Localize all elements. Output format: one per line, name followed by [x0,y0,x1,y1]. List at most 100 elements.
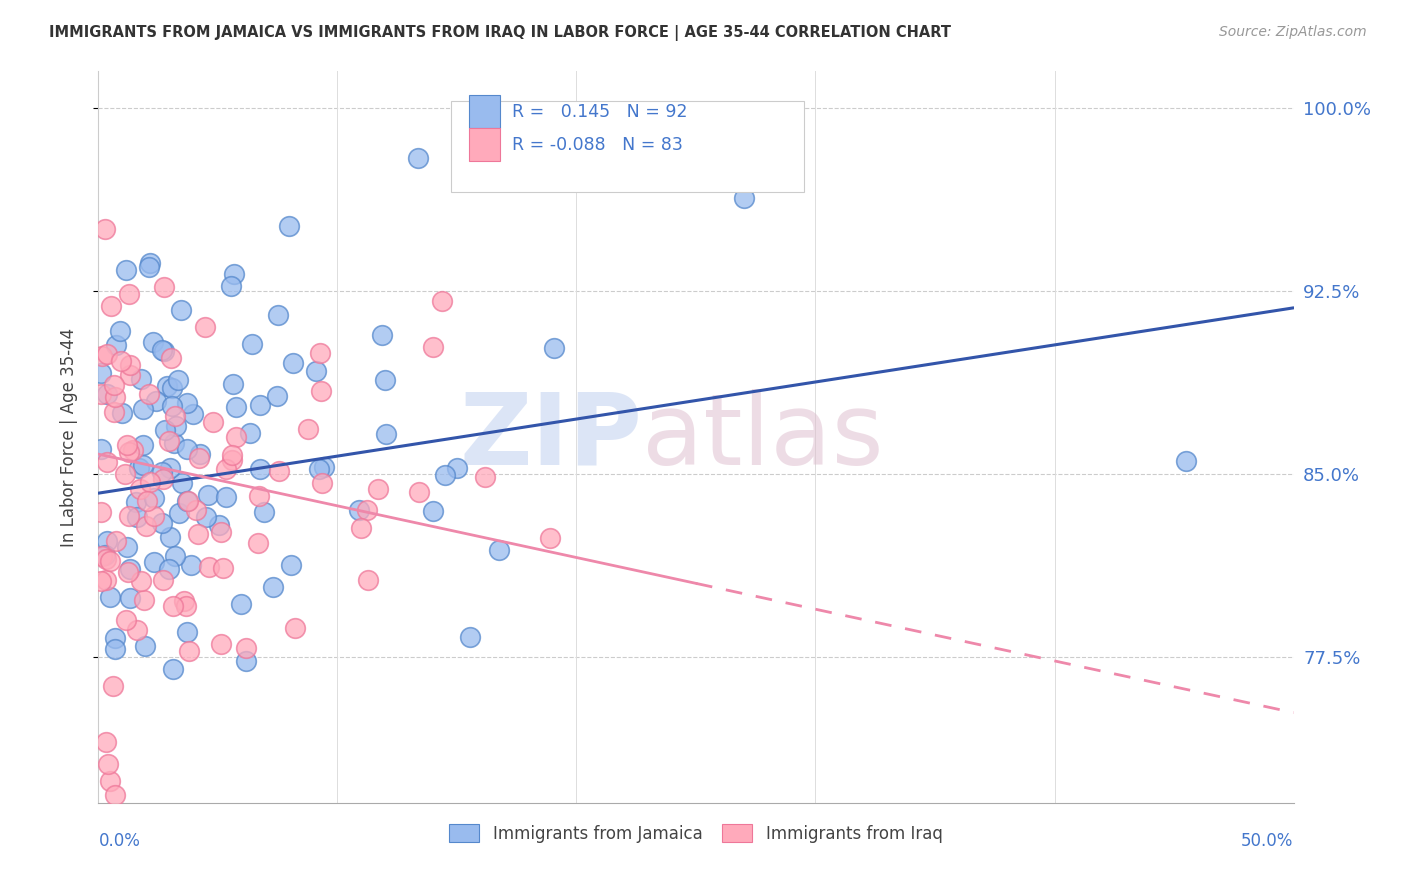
Point [180,558,202,573]
Point [434,467,457,482]
Point [136,493,159,508]
Point [281,356,304,370]
Point [176,442,198,456]
Point [117,287,139,301]
Point [212,561,235,575]
Point [120,368,142,383]
Point [90,442,112,457]
Point [134,592,156,607]
Point [128,482,150,496]
Point [235,654,257,668]
Point [162,662,184,676]
Point [543,341,565,355]
Point [96,533,118,548]
Point [422,340,444,354]
Point [157,434,180,449]
Point [350,521,373,535]
Point [118,508,141,523]
Point [98,554,121,568]
Point [224,267,246,281]
Point [208,517,231,532]
Point [90,506,112,520]
Point [280,558,302,573]
Point [135,518,157,533]
Text: 0.0%: 0.0% [98,832,141,850]
Point [142,335,165,350]
Point [1175,454,1198,468]
Point [138,475,160,489]
Point [94,222,117,236]
Point [176,493,198,508]
Point [197,560,219,574]
Point [202,415,225,429]
Point [215,461,238,475]
Text: R =   0.145   N = 92: R = 0.145 N = 92 [512,103,688,120]
Point [129,372,152,386]
Point [104,631,127,645]
Point [266,389,288,403]
Point [162,599,184,613]
Point [108,324,131,338]
Point [118,444,141,458]
Point [118,358,141,372]
Point [194,510,217,524]
Point [249,462,271,476]
Point [131,458,153,472]
Point [188,447,211,461]
Point [267,464,290,478]
Point [308,462,330,476]
Text: ZIP: ZIP [460,389,643,485]
Point [309,384,332,399]
Point [277,219,299,234]
Point [176,395,198,409]
Point [356,503,378,517]
Point [170,475,193,490]
Point [104,642,127,657]
Point [125,510,148,524]
Point [138,387,160,401]
Point [153,423,176,437]
Point [163,409,186,423]
Point [309,345,332,359]
Text: Source: ZipAtlas.com: Source: ZipAtlas.com [1219,25,1367,39]
Point [167,373,190,387]
Point [150,465,173,479]
Point [160,381,183,395]
Point [117,438,139,452]
Point [370,328,392,343]
Text: 50.0%: 50.0% [1241,832,1294,850]
Point [104,390,127,404]
Point [209,637,232,651]
Point [408,151,430,165]
Point [225,430,247,444]
Point [115,614,138,628]
Point [125,623,148,637]
Point [474,470,496,484]
Point [357,573,380,587]
Point [90,549,112,563]
Point [103,405,125,419]
Point [120,591,142,606]
Point [91,349,114,363]
Legend: Immigrants from Jamaica, Immigrants from Iraq: Immigrants from Jamaica, Immigrants from… [443,818,949,849]
Point [240,337,263,351]
Point [430,293,453,308]
Point [215,491,238,505]
Point [152,471,174,485]
Point [184,503,207,517]
Point [239,425,262,440]
FancyBboxPatch shape [451,101,804,192]
Point [235,640,257,655]
Y-axis label: In Labor Force | Age 35-44: In Labor Force | Age 35-44 [59,327,77,547]
Text: R = -0.088   N = 83: R = -0.088 N = 83 [512,136,683,153]
Point [284,622,307,636]
Point [132,438,155,452]
Point [311,476,333,491]
Point [160,351,183,366]
Point [187,527,209,541]
Point [176,494,198,508]
Point [105,337,128,351]
Point [94,735,117,749]
Point [128,461,150,475]
Point [142,556,165,570]
